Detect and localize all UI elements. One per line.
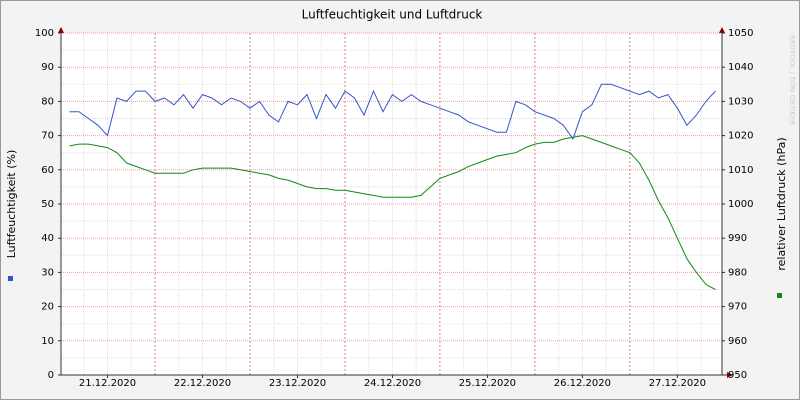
y-tick-label: 40 xyxy=(41,233,54,244)
y-tick-label: 80 xyxy=(41,96,54,107)
x-tick-label: 21.12.2020 xyxy=(79,378,136,389)
y2-tick-label: 1030 xyxy=(728,96,753,107)
axis-arrow xyxy=(727,372,733,378)
x-tick-label: 26.12.2020 xyxy=(554,378,611,389)
x-tick-label: 27.12.2020 xyxy=(649,378,706,389)
legend-swatch xyxy=(8,276,13,281)
legend-swatch xyxy=(777,293,782,298)
x-tick-label: 23.12.2020 xyxy=(269,378,326,389)
x-tick-label: 22.12.2020 xyxy=(174,378,231,389)
y-tick-label: 20 xyxy=(41,302,54,313)
y2-tick-label: 1020 xyxy=(728,131,753,142)
y-tick-label: 100 xyxy=(35,28,54,39)
chart-title: Luftfeuchtigkeit und Luftdruck xyxy=(302,8,483,22)
y2-tick-label: 980 xyxy=(728,267,747,278)
y-tick-label: 10 xyxy=(41,336,54,347)
y-tick-label: 60 xyxy=(41,165,54,176)
y2-tick-label: 1000 xyxy=(728,199,753,210)
y2-axis-title: relativer Luftdruck (hPa) xyxy=(775,137,788,270)
series-line xyxy=(69,83,716,141)
x-tick-label: 24.12.2020 xyxy=(364,378,421,389)
y2-tick-label: 1040 xyxy=(728,62,753,73)
y-tick-label: 70 xyxy=(41,131,54,142)
y2-tick-label: 990 xyxy=(728,233,747,244)
y2-tick-label: 970 xyxy=(728,302,747,313)
y2-tick-label: 1050 xyxy=(728,28,753,39)
series-line xyxy=(69,135,716,290)
y-tick-label: 90 xyxy=(41,62,54,73)
y2-tick-label: 960 xyxy=(728,336,747,347)
y-tick-label: 0 xyxy=(48,370,54,381)
y2-tick-label: 950 xyxy=(728,370,747,381)
y2-tick-label: 1010 xyxy=(728,165,753,176)
y-tick-label: 30 xyxy=(41,267,54,278)
axis-arrow xyxy=(58,27,64,33)
axis-arrow xyxy=(719,27,725,33)
y-tick-label: 50 xyxy=(41,199,54,210)
x-tick-label: 25.12.2020 xyxy=(459,378,516,389)
watermark: RRDTOOL / TOBI OETIKER xyxy=(788,35,796,125)
y-axis-title: Luftfeuchtigkeit (%) xyxy=(5,150,18,259)
